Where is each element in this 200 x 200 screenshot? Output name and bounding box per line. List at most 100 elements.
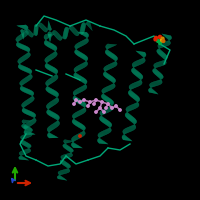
Polygon shape <box>106 53 114 54</box>
Polygon shape <box>58 173 64 174</box>
Polygon shape <box>24 54 30 55</box>
Polygon shape <box>65 154 73 156</box>
Polygon shape <box>25 146 31 147</box>
Polygon shape <box>161 56 167 58</box>
Polygon shape <box>77 31 78 35</box>
Polygon shape <box>107 125 112 126</box>
Polygon shape <box>21 30 24 38</box>
Polygon shape <box>129 106 138 107</box>
Polygon shape <box>156 63 165 65</box>
Polygon shape <box>44 35 53 36</box>
Polygon shape <box>23 30 24 33</box>
Polygon shape <box>41 23 45 32</box>
Polygon shape <box>44 43 52 44</box>
Polygon shape <box>73 114 82 115</box>
Polygon shape <box>60 171 69 172</box>
Polygon shape <box>61 163 69 164</box>
Polygon shape <box>18 46 27 47</box>
Polygon shape <box>148 90 156 92</box>
Polygon shape <box>110 104 113 105</box>
Polygon shape <box>53 31 55 36</box>
Polygon shape <box>48 33 50 41</box>
Polygon shape <box>76 29 78 36</box>
Polygon shape <box>77 79 86 80</box>
Polygon shape <box>19 157 25 158</box>
Polygon shape <box>88 21 90 28</box>
Polygon shape <box>61 160 64 161</box>
Polygon shape <box>75 135 84 136</box>
Polygon shape <box>22 29 24 35</box>
Polygon shape <box>59 34 61 40</box>
Polygon shape <box>136 76 143 77</box>
Polygon shape <box>138 77 143 78</box>
Polygon shape <box>63 145 69 146</box>
Polygon shape <box>47 129 54 130</box>
Polygon shape <box>61 156 68 158</box>
Polygon shape <box>64 32 66 39</box>
Polygon shape <box>19 153 27 154</box>
Polygon shape <box>103 99 112 100</box>
Polygon shape <box>21 143 30 144</box>
Polygon shape <box>80 81 87 82</box>
Polygon shape <box>104 109 113 110</box>
Polygon shape <box>89 21 91 29</box>
Polygon shape <box>24 91 33 92</box>
Polygon shape <box>22 109 26 110</box>
Polygon shape <box>149 89 153 90</box>
Polygon shape <box>132 72 141 74</box>
Polygon shape <box>37 25 38 27</box>
Polygon shape <box>104 68 110 69</box>
Circle shape <box>93 103 95 105</box>
Polygon shape <box>67 150 73 151</box>
Polygon shape <box>32 95 33 96</box>
Polygon shape <box>82 23 85 31</box>
Polygon shape <box>75 53 83 54</box>
Polygon shape <box>50 125 59 126</box>
Polygon shape <box>103 109 112 110</box>
Polygon shape <box>66 154 73 155</box>
Polygon shape <box>133 104 139 105</box>
Polygon shape <box>28 29 31 37</box>
Polygon shape <box>60 162 69 164</box>
Polygon shape <box>46 83 52 84</box>
Polygon shape <box>102 95 106 96</box>
Polygon shape <box>26 99 34 100</box>
Polygon shape <box>19 35 28 36</box>
Circle shape <box>101 101 103 103</box>
Polygon shape <box>139 60 145 61</box>
Polygon shape <box>126 110 130 111</box>
Polygon shape <box>20 152 29 153</box>
Polygon shape <box>21 136 29 137</box>
Polygon shape <box>48 32 51 40</box>
Polygon shape <box>53 95 59 96</box>
Polygon shape <box>64 140 73 142</box>
Polygon shape <box>123 130 131 132</box>
Polygon shape <box>34 26 37 35</box>
Polygon shape <box>135 61 144 63</box>
Polygon shape <box>158 47 161 48</box>
Polygon shape <box>58 173 65 174</box>
Polygon shape <box>111 84 115 85</box>
Polygon shape <box>106 50 109 51</box>
Polygon shape <box>150 86 153 87</box>
Polygon shape <box>22 104 28 105</box>
Polygon shape <box>133 62 142 64</box>
Polygon shape <box>158 53 166 55</box>
Polygon shape <box>106 101 114 102</box>
Polygon shape <box>98 139 102 140</box>
Polygon shape <box>105 108 113 109</box>
Polygon shape <box>25 129 33 130</box>
Polygon shape <box>19 157 24 158</box>
Polygon shape <box>82 24 84 33</box>
Polygon shape <box>45 26 47 32</box>
Polygon shape <box>160 61 166 63</box>
Polygon shape <box>60 161 67 163</box>
Polygon shape <box>24 131 29 132</box>
Polygon shape <box>26 28 29 36</box>
Polygon shape <box>98 134 105 135</box>
Polygon shape <box>50 78 58 79</box>
Polygon shape <box>131 84 140 86</box>
Polygon shape <box>128 92 134 93</box>
Polygon shape <box>60 161 66 162</box>
Polygon shape <box>105 109 113 110</box>
